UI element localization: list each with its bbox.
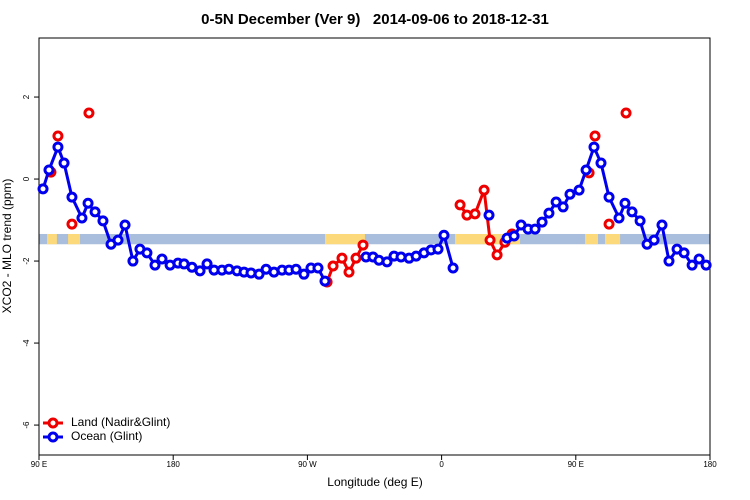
data-point xyxy=(432,243,444,255)
data-point xyxy=(454,199,466,211)
data-point xyxy=(194,265,206,277)
data-point xyxy=(76,212,88,224)
data-point xyxy=(648,234,660,246)
y-tick-label: -2 xyxy=(22,257,31,265)
data-point xyxy=(438,229,450,241)
data-point xyxy=(119,219,131,231)
plot-frame xyxy=(38,37,711,456)
data-point xyxy=(312,262,324,274)
data-point xyxy=(149,259,161,271)
data-point xyxy=(343,266,355,278)
data-point xyxy=(156,253,168,265)
data-point xyxy=(656,219,668,231)
x-tick-label: 0 xyxy=(439,460,444,469)
y-tick-label: 0 xyxy=(22,176,31,181)
data-point xyxy=(43,164,55,176)
data-point xyxy=(201,258,213,270)
data-point xyxy=(529,223,541,235)
legend-marker xyxy=(47,431,59,443)
data-point xyxy=(83,107,95,119)
data-point xyxy=(491,249,503,261)
data-point xyxy=(89,206,101,218)
data-point xyxy=(484,234,496,246)
y-tick-label: -4 xyxy=(22,339,31,347)
data-point xyxy=(619,197,631,209)
data-point xyxy=(447,262,459,274)
legend-label: Ocean (Glint) xyxy=(71,429,142,443)
data-point xyxy=(678,247,690,259)
data-point xyxy=(350,252,362,264)
land-band xyxy=(324,233,365,245)
data-point xyxy=(319,275,331,287)
data-point xyxy=(573,184,585,196)
land-band xyxy=(605,233,621,245)
x-tick-label: 180 xyxy=(703,460,717,469)
data-point xyxy=(141,247,153,259)
data-point xyxy=(66,218,78,230)
data-point xyxy=(620,107,632,119)
x-axis-label: Longitude (deg E) xyxy=(327,475,422,489)
data-point xyxy=(536,216,548,228)
data-point xyxy=(543,207,555,219)
data-point xyxy=(613,212,625,224)
y-tick-label: 2 xyxy=(22,94,31,99)
land-band xyxy=(585,233,599,245)
data-point xyxy=(508,230,520,242)
x-tick-label: 180 xyxy=(167,460,181,469)
data-point xyxy=(564,188,576,200)
data-point xyxy=(693,253,705,265)
ocean-band xyxy=(39,233,710,245)
data-point xyxy=(603,191,615,203)
data-point xyxy=(663,255,675,267)
data-point xyxy=(112,234,124,246)
data-point xyxy=(603,218,615,230)
data-point xyxy=(580,164,592,176)
data-point xyxy=(381,256,393,268)
x-tick-label: 90 E xyxy=(31,460,47,469)
land-band xyxy=(68,233,81,245)
data-point xyxy=(557,201,569,213)
data-point xyxy=(290,263,302,275)
data-point xyxy=(52,130,64,142)
data-point xyxy=(82,197,94,209)
data-point xyxy=(700,259,712,271)
y-axis-label: XCO2 - MLO trend (ppm) xyxy=(0,179,14,314)
chart-title: 0-5N December (Ver 9) 2014-09-06 to 2018… xyxy=(201,11,549,28)
x-tick-label: 90 W xyxy=(298,460,317,469)
data-point xyxy=(52,141,64,153)
x-tick-label: 90 E xyxy=(568,460,584,469)
data-point xyxy=(357,239,369,251)
data-point xyxy=(336,252,348,264)
legend-label: Land (Nadir&Glint) xyxy=(71,415,170,429)
data-point xyxy=(478,184,490,196)
data-point xyxy=(550,196,562,208)
data-point xyxy=(97,215,109,227)
data-point xyxy=(634,215,646,227)
data-point xyxy=(626,206,638,218)
land-band xyxy=(47,233,57,245)
data-point xyxy=(58,157,70,169)
data-point xyxy=(327,260,339,272)
data-point xyxy=(686,259,698,271)
data-point xyxy=(253,268,265,280)
data-point xyxy=(588,141,600,153)
data-point xyxy=(127,255,139,267)
data-point xyxy=(66,191,78,203)
data-point xyxy=(469,208,481,220)
legend-marker xyxy=(47,417,59,429)
data-point xyxy=(483,209,495,221)
y-tick-label: -6 xyxy=(22,421,31,429)
data-point xyxy=(595,157,607,169)
data-point xyxy=(298,268,310,280)
data-point xyxy=(589,130,601,142)
data-point xyxy=(37,183,49,195)
